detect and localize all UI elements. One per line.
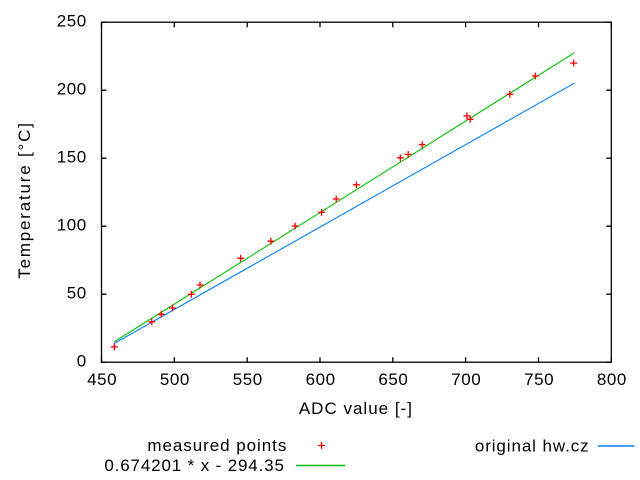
svg-text:150: 150 [57,148,87,167]
svg-text:original hw.cz: original hw.cz [475,437,590,456]
svg-text:50: 50 [67,284,87,303]
svg-text:450: 450 [87,370,117,389]
svg-text:600: 600 [306,370,336,389]
svg-text:100: 100 [57,216,87,235]
svg-text:measured points: measured points [147,436,287,455]
svg-text:700: 700 [451,370,481,389]
svg-text:0.674201 * x - 294.35: 0.674201 * x - 294.35 [104,456,284,475]
svg-text:650: 650 [378,370,408,389]
svg-text:Temperature [°C]: Temperature [°C] [15,121,34,278]
svg-text:500: 500 [160,370,190,389]
svg-text:200: 200 [57,80,87,99]
svg-text:250: 250 [57,12,87,31]
svg-text:550: 550 [233,370,263,389]
svg-text:0: 0 [77,352,87,371]
svg-text:ADC value [-]: ADC value [-] [299,399,413,418]
svg-text:800: 800 [597,370,627,389]
svg-text:750: 750 [524,370,554,389]
